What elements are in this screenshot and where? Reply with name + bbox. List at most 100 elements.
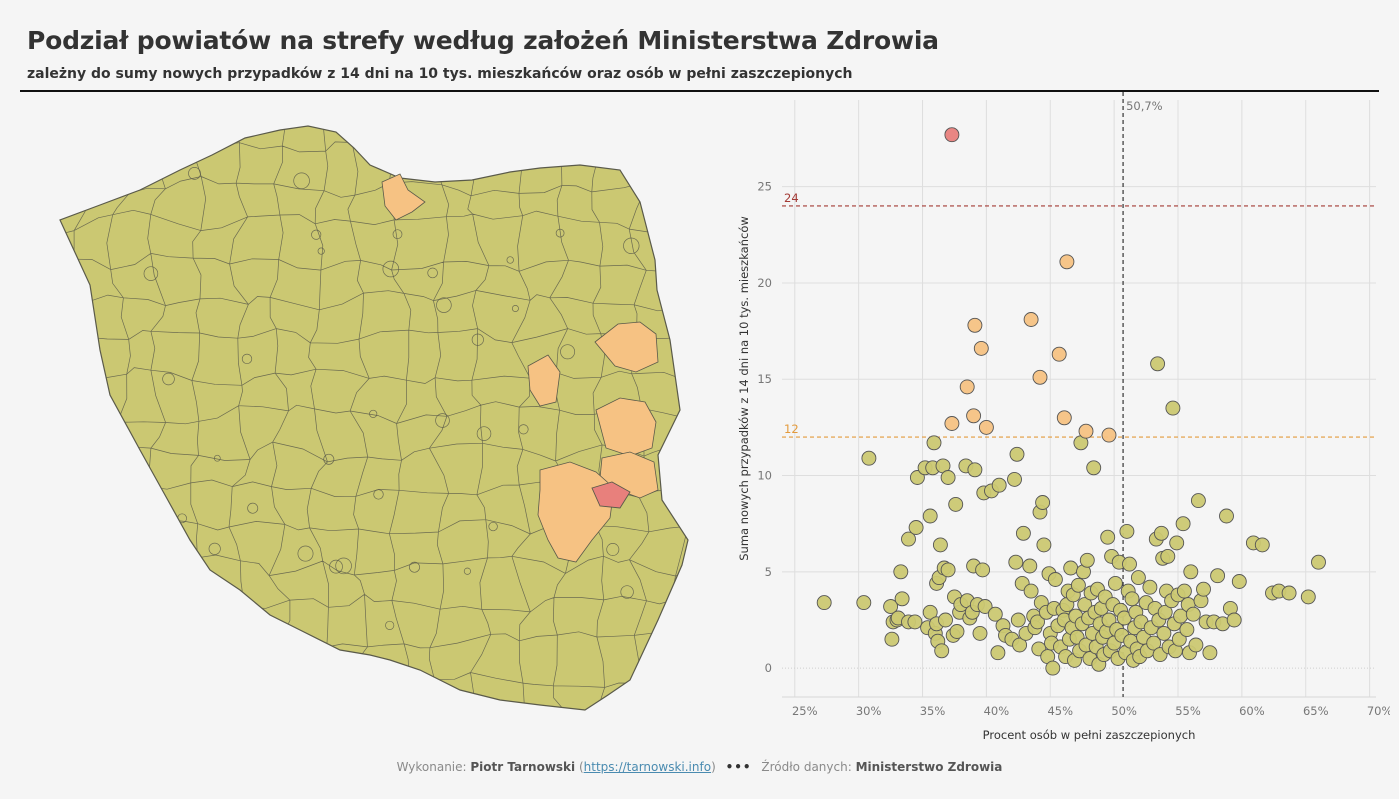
point-orange <box>978 419 994 435</box>
point-green <box>893 564 909 580</box>
point-green <box>934 643 950 659</box>
point-orange <box>1023 312 1039 327</box>
x-tick-label: 65% <box>1303 704 1329 718</box>
point-green <box>922 604 938 620</box>
footer-link[interactable]: https://tarnowski.info <box>583 760 712 774</box>
point-green <box>861 450 877 466</box>
point-green <box>991 477 1007 493</box>
x-tick-label: 70% <box>1367 704 1390 718</box>
point-green <box>1196 581 1211 597</box>
city-county <box>623 237 640 254</box>
city-county <box>317 247 325 255</box>
city-county <box>506 256 514 264</box>
city-county <box>150 640 158 648</box>
point-green <box>856 595 872 611</box>
point-green <box>1188 637 1204 653</box>
county-red <box>591 481 631 509</box>
point-orange <box>973 340 989 356</box>
city-county <box>385 620 395 630</box>
point-green <box>940 470 956 485</box>
city-county <box>436 297 452 313</box>
point-green <box>1153 525 1169 541</box>
point-green <box>938 612 953 628</box>
point-orange <box>1101 427 1117 443</box>
city-county <box>392 229 403 240</box>
point-green <box>1012 637 1028 653</box>
red-counties <box>591 481 631 509</box>
point-green <box>1079 552 1095 568</box>
point-green <box>1100 529 1116 545</box>
point-green <box>1157 604 1173 620</box>
point-green <box>884 631 900 647</box>
point-green <box>1226 612 1242 628</box>
point-green <box>1185 606 1201 622</box>
point-green <box>1107 575 1123 591</box>
city-county <box>476 426 492 441</box>
city-county <box>143 266 159 281</box>
x-tick-label: 60% <box>1239 704 1265 718</box>
county-orange-east-2 <box>595 397 657 457</box>
x-tick-label: 40% <box>984 704 1010 718</box>
city-county <box>297 545 314 562</box>
point-green <box>1036 537 1052 553</box>
point-green <box>1119 523 1135 539</box>
title-divider <box>20 90 1379 92</box>
point-green <box>1030 614 1045 630</box>
city-county <box>382 260 400 278</box>
point-green <box>883 599 899 614</box>
point-green <box>1150 356 1166 372</box>
city-county <box>311 229 322 240</box>
point-green <box>1231 574 1247 589</box>
y-tick-label: 0 <box>765 661 772 675</box>
point-green <box>1063 560 1079 576</box>
map-land <box>59 125 689 711</box>
point-red <box>944 127 960 143</box>
city-county <box>555 228 565 238</box>
footer: Wykonanie: Piotr Tarnowski (https://tarn… <box>396 760 1003 774</box>
city-county <box>471 333 484 346</box>
point-green <box>990 645 1006 661</box>
point-green <box>1142 579 1158 595</box>
point-green <box>1176 583 1192 599</box>
y-tick-label: 15 <box>757 372 772 386</box>
footer-source: Ministerstwo Zdrowia <box>855 760 1003 774</box>
point-orange <box>1032 369 1048 385</box>
city-county <box>241 353 253 365</box>
point-green <box>1281 585 1297 601</box>
scatter-chart: 24 12 50,7% 25% 30% 35% 40% 45% 50% 55% 60% 65% 70%… <box>737 92 1390 742</box>
point-green <box>1202 645 1218 661</box>
point-green <box>1124 591 1140 607</box>
point-green <box>907 614 923 630</box>
point-green <box>909 470 925 485</box>
reference-line-label: 24 <box>784 191 799 205</box>
point-green <box>1156 625 1172 641</box>
x-tick-label: 50% <box>1111 704 1137 718</box>
point-green <box>1015 525 1031 541</box>
city-county <box>293 172 310 190</box>
city-county <box>162 372 175 386</box>
reference-line-label: 50,7% <box>1126 99 1163 113</box>
reference-line-label: 12 <box>784 422 799 436</box>
point-orange <box>1059 254 1075 270</box>
y-tick-label: 20 <box>757 276 772 290</box>
point-orange <box>1056 410 1072 426</box>
point-green <box>894 591 910 607</box>
point-green <box>1130 570 1146 586</box>
point-green <box>1175 516 1191 532</box>
city-county <box>606 543 620 556</box>
city-county <box>369 409 378 418</box>
footer-source-label: Źródło danych: <box>761 760 852 774</box>
point-green <box>908 520 924 535</box>
city-county <box>335 557 352 575</box>
y-axis-title: Suma nowych przypadków z 14 dni na 10 ty… <box>737 216 751 561</box>
city-county <box>163 520 178 535</box>
point-green <box>1190 493 1206 509</box>
point-green <box>949 624 965 639</box>
point-orange <box>1078 423 1094 439</box>
point-green <box>1045 660 1061 676</box>
point-green <box>1008 554 1024 570</box>
x-tick-label: 55% <box>1175 704 1201 718</box>
poland-outline <box>59 125 689 711</box>
x-tick-label: 45% <box>1047 704 1073 718</box>
point-green <box>1210 568 1226 584</box>
